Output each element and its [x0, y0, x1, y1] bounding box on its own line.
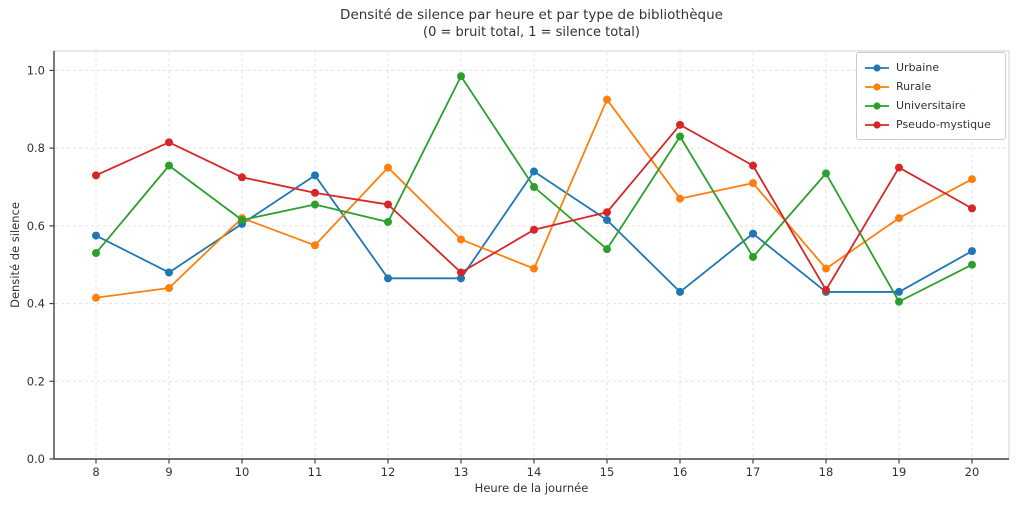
data-point-universitaire-16 [676, 132, 684, 141]
data-point-urbaine-16 [676, 287, 684, 296]
data-point-urbaine-20 [968, 247, 976, 256]
y-tick-label: 0.4 [27, 297, 45, 311]
y-tick-label: 0.0 [27, 452, 45, 466]
data-point-universitaire-20 [968, 260, 976, 269]
x-tick-label: 8 [92, 465, 99, 479]
data-point-pseudo-mystique-8 [92, 171, 100, 180]
data-point-universitaire-8 [92, 249, 100, 258]
data-point-pseudo-mystique-17 [749, 161, 757, 170]
data-point-urbaine-15 [603, 216, 611, 225]
legend-item-pseudo-mystique: Pseudo-mystique [864, 115, 997, 134]
x-tick-label: 20 [965, 465, 980, 479]
data-point-rurale-14 [530, 264, 538, 273]
data-point-rurale-17 [749, 179, 757, 188]
data-point-urbaine-14 [530, 167, 538, 176]
chart-title: Densité de silence par heure et par type… [340, 7, 723, 23]
data-point-pseudo-mystique-18 [822, 285, 830, 294]
data-point-rurale-12 [384, 163, 392, 172]
legend-marker-urbaine-icon [865, 63, 889, 72]
data-point-rurale-9 [165, 284, 173, 293]
y-tick-label: 0.6 [27, 219, 45, 233]
x-tick-label: 10 [235, 465, 250, 479]
y-tick-label: 0.2 [27, 374, 45, 388]
legend-marker-universitaire-icon [865, 101, 889, 110]
data-point-universitaire-14 [530, 183, 538, 191]
data-point-universitaire-17 [749, 252, 757, 261]
data-point-pseudo-mystique-19 [895, 163, 903, 172]
legend-item-universitaire: Universitaire [864, 96, 997, 115]
chart-subtitle: (0 = bruit total, 1 = silence total) [423, 24, 640, 40]
data-point-pseudo-mystique-12 [384, 200, 392, 209]
data-point-urbaine-11 [311, 171, 319, 180]
legend-marker-rurale-icon [865, 82, 889, 91]
data-point-universitaire-13 [457, 72, 465, 81]
data-point-urbaine-17 [749, 229, 757, 238]
data-point-pseudo-mystique-15 [603, 208, 611, 217]
data-point-rurale-18 [822, 264, 830, 273]
data-point-rurale-8 [92, 293, 100, 302]
legend-label-pseudo-mystique: Pseudo-mystique [896, 118, 991, 131]
data-point-universitaire-9 [165, 161, 173, 170]
y-tick-label: 1.0 [27, 63, 45, 77]
legend-label-urbaine: Urbaine [896, 61, 940, 74]
data-point-rurale-20 [968, 175, 976, 184]
data-point-rurale-13 [457, 235, 465, 244]
data-point-pseudo-mystique-16 [676, 120, 684, 129]
data-point-rurale-16 [676, 194, 684, 203]
data-point-pseudo-mystique-11 [311, 188, 319, 197]
data-point-universitaire-11 [311, 200, 319, 209]
data-point-rurale-15 [603, 95, 611, 104]
legend-label-rurale: Rurale [896, 80, 932, 93]
x-tick-label: 14 [527, 465, 542, 479]
data-point-urbaine-19 [895, 287, 903, 296]
x-axis-label: Heure de la journée [474, 481, 589, 495]
data-point-pseudo-mystique-10 [238, 173, 246, 182]
legend: Urbaine Rurale Universitaire Pseudo-mystiqu… [856, 52, 1006, 140]
x-tick-label: 11 [308, 465, 323, 479]
data-point-pseudo-mystique-13 [457, 268, 465, 277]
chart-title-block: Densité de silence par heure et par type… [54, 7, 1009, 41]
data-point-universitaire-12 [384, 217, 392, 226]
legend-label-universitaire: Universitaire [896, 99, 966, 112]
data-point-pseudo-mystique-20 [968, 204, 976, 213]
data-point-rurale-19 [895, 214, 903, 223]
x-tick-label: 15 [600, 465, 615, 479]
data-point-pseudo-mystique-9 [165, 138, 173, 147]
y-tick-label: 0.8 [27, 141, 45, 155]
data-point-universitaire-10 [238, 216, 246, 225]
data-point-universitaire-19 [895, 297, 903, 306]
data-point-urbaine-13 [457, 274, 465, 283]
legend-item-urbaine: Urbaine [864, 58, 997, 77]
x-tick-label: 19 [892, 465, 907, 479]
legend-marker-pseudo-mystique-icon [865, 120, 889, 129]
x-tick-label: 12 [381, 465, 396, 479]
legend-item-rurale: Rurale [864, 77, 997, 96]
data-point-urbaine-8 [92, 231, 100, 240]
x-tick-label: 13 [454, 465, 469, 479]
data-point-urbaine-12 [384, 274, 392, 283]
x-tick-label: 9 [165, 465, 172, 479]
x-tick-label: 18 [819, 465, 834, 479]
data-point-universitaire-15 [603, 245, 611, 254]
y-axis-label: Densité de silence [8, 202, 22, 308]
data-point-pseudo-mystique-14 [530, 225, 538, 234]
data-point-rurale-11 [311, 241, 319, 250]
x-tick-label: 17 [746, 465, 761, 479]
x-tick-label: 16 [673, 465, 688, 479]
data-point-urbaine-9 [165, 268, 173, 277]
data-point-universitaire-18 [822, 169, 830, 178]
